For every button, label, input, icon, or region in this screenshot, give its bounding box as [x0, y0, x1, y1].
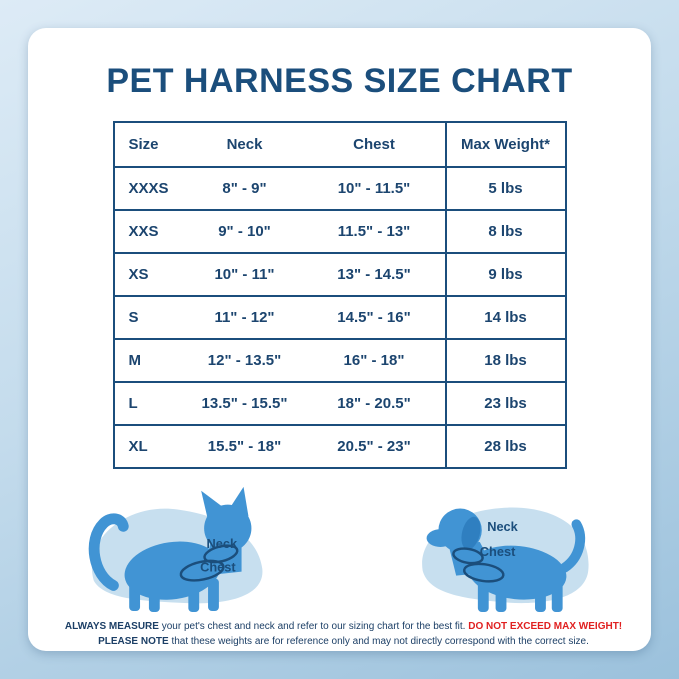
table-row: S 11" - 12" 14.5" - 16" 14 lbs	[113, 296, 566, 340]
size-cell: XS	[113, 253, 186, 297]
neck-cell: 15.5" - 18"	[185, 425, 304, 469]
cat-body	[124, 541, 221, 600]
neck-cell: 12" - 13.5"	[185, 339, 304, 383]
weight-cell: 8 lbs	[444, 210, 566, 254]
dog-ear	[460, 516, 480, 550]
table-row: XXS 9" - 10" 11.5" - 13" 8 lbs	[113, 210, 566, 254]
neck-cell: 10" - 11"	[185, 253, 304, 297]
chest-cell: 13" - 14.5"	[303, 253, 446, 297]
cat-head	[203, 504, 251, 552]
always-measure-text: ALWAYS MEASURE	[64, 621, 159, 632]
cat-ear	[200, 490, 225, 521]
dog-neck-label: Neck	[487, 519, 518, 534]
chest-cell: 10" - 11.5"	[303, 167, 446, 211]
footer-note: ALWAYS MEASURE your pet's chest and neck…	[56, 619, 631, 649]
weight-cell: 9 lbs	[444, 253, 566, 297]
cat-illustration: Neck Chest	[88, 486, 262, 613]
table-row: XL 15.5" - 18" 20.5" - 23" 28 lbs	[113, 425, 566, 469]
size-table: Size Neck Chest Max Weight* XXXS 8" - 9"…	[112, 121, 567, 469]
cat-tail	[88, 513, 129, 591]
cat-neck-label: Neck	[206, 536, 237, 551]
footer-text-2: that these weights are for reference onl…	[168, 636, 589, 647]
column-header-neck: Neck	[185, 122, 304, 168]
dog-chest-strap	[462, 562, 505, 583]
table-row: XXXS 8" - 9" 10" - 11.5" 5 lbs	[113, 167, 566, 211]
footer-line-2: PLEASE NOTE that these weights are for r…	[56, 634, 631, 649]
size-cell: S	[113, 296, 186, 340]
header-row: Size Neck Chest Max Weight*	[113, 122, 566, 168]
cat-ear	[230, 486, 248, 517]
measurement-diagrams: Neck Chest Neck Chest	[60, 477, 620, 615]
size-cell: M	[113, 339, 186, 383]
size-cell: XXS	[113, 210, 186, 254]
dog-illustration: Neck Chest	[421, 507, 589, 613]
cat-chest-strap	[179, 559, 225, 582]
table-row: L 13.5" - 15.5" 18" - 20.5" 23 lbs	[113, 382, 566, 426]
chest-cell: 18" - 20.5"	[303, 382, 446, 426]
dog-tail	[559, 519, 585, 573]
neck-cell: 9" - 10"	[185, 210, 304, 254]
max-weight-warning: DO NOT EXCEED MAX WEIGHT!	[468, 621, 623, 632]
footer-text-1: your pet's chest and neck and refer to o…	[158, 621, 469, 632]
chest-cell: 20.5" - 23"	[303, 425, 446, 469]
dog-body	[467, 545, 566, 600]
table-row: XS 10" - 11" 13" - 14.5" 9 lbs	[113, 253, 566, 297]
column-header-size: Size	[113, 122, 186, 168]
neck-cell: 8" - 9"	[185, 167, 304, 211]
column-header-weight: Max Weight*	[444, 122, 566, 168]
neck-cell: 13.5" - 15.5"	[185, 382, 304, 426]
footer-line-1: ALWAYS MEASURE your pet's chest and neck…	[56, 619, 631, 634]
cat-chest-label: Chest	[200, 560, 236, 575]
table-row: M 12" - 13.5" 16" - 18" 18 lbs	[113, 339, 566, 383]
size-cell: L	[113, 382, 186, 426]
page-title: PET HARNESS SIZE CHART	[106, 62, 573, 100]
cat-neck-strap	[202, 544, 238, 564]
size-cell: XL	[113, 425, 186, 469]
weight-cell: 18 lbs	[444, 339, 566, 383]
size-chart-card: PET HARNESS SIZE CHART Size Neck Chest M…	[28, 28, 651, 651]
dog-neck-strap	[451, 547, 484, 565]
column-header-chest: Chest	[303, 122, 446, 168]
chest-cell: 11.5" - 13"	[303, 210, 446, 254]
cat-leg	[207, 578, 219, 612]
neck-cell: 11" - 12"	[185, 296, 304, 340]
size-cell: XXXS	[113, 167, 186, 211]
weight-cell: 14 lbs	[444, 296, 566, 340]
chest-cell: 16" - 18"	[303, 339, 446, 383]
weight-cell: 5 lbs	[444, 167, 566, 211]
dog-chest-label: Chest	[479, 544, 515, 559]
please-note-text: PLEASE NOTE	[98, 636, 169, 647]
chest-cell: 14.5" - 16"	[303, 296, 446, 340]
weight-cell: 28 lbs	[444, 425, 566, 469]
weight-cell: 23 lbs	[444, 382, 566, 426]
